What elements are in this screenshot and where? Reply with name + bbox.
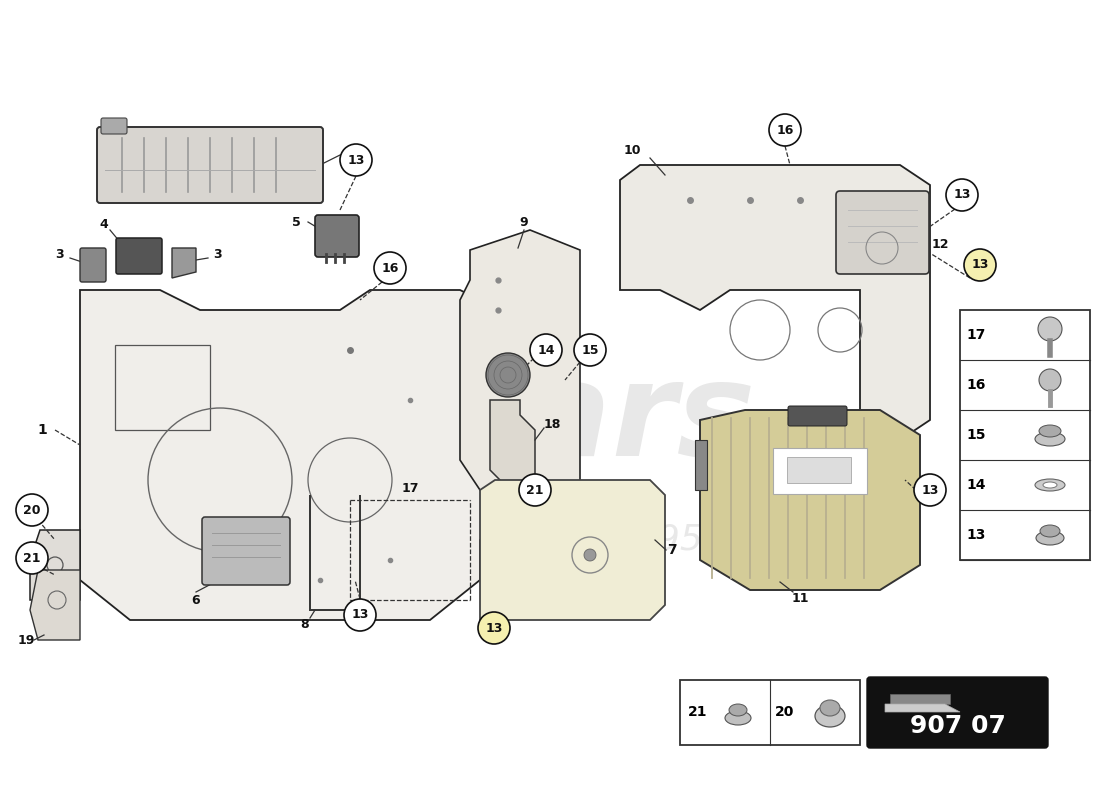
Ellipse shape — [1036, 531, 1064, 545]
Text: 17: 17 — [966, 328, 986, 342]
Text: 16: 16 — [382, 262, 398, 274]
Ellipse shape — [1040, 525, 1060, 537]
Circle shape — [964, 249, 996, 281]
FancyBboxPatch shape — [788, 406, 847, 426]
FancyBboxPatch shape — [680, 680, 860, 745]
Text: 21: 21 — [23, 551, 41, 565]
Ellipse shape — [1035, 432, 1065, 446]
Text: 12: 12 — [932, 238, 948, 251]
Circle shape — [530, 334, 562, 366]
Circle shape — [478, 612, 510, 644]
Text: 17: 17 — [402, 482, 419, 494]
Text: eurocars: eurocars — [104, 357, 756, 483]
FancyBboxPatch shape — [786, 457, 851, 483]
Polygon shape — [890, 694, 950, 704]
Text: 15: 15 — [581, 343, 598, 357]
Polygon shape — [620, 165, 930, 440]
Ellipse shape — [1043, 482, 1057, 488]
Circle shape — [16, 494, 48, 526]
Polygon shape — [490, 400, 535, 490]
Text: 8: 8 — [300, 618, 309, 631]
Text: 11: 11 — [791, 591, 808, 605]
Text: 13: 13 — [966, 528, 986, 542]
Polygon shape — [30, 530, 80, 600]
Ellipse shape — [725, 711, 751, 725]
Circle shape — [16, 542, 48, 574]
Circle shape — [340, 144, 372, 176]
Text: 10: 10 — [624, 143, 640, 157]
Circle shape — [374, 252, 406, 284]
Text: a passion for parts since 1995: a passion for parts since 1995 — [157, 523, 703, 557]
Circle shape — [584, 549, 596, 561]
Text: 13: 13 — [348, 154, 365, 166]
FancyBboxPatch shape — [836, 191, 930, 274]
Text: 4: 4 — [100, 218, 109, 231]
Text: 2: 2 — [348, 148, 356, 162]
FancyBboxPatch shape — [315, 215, 359, 257]
FancyBboxPatch shape — [867, 677, 1048, 748]
Text: 3: 3 — [213, 249, 222, 262]
Text: 3: 3 — [56, 249, 64, 262]
Text: 907 07: 907 07 — [910, 714, 1005, 738]
Text: 15: 15 — [966, 428, 986, 442]
Circle shape — [1040, 369, 1062, 391]
Polygon shape — [700, 410, 920, 590]
Ellipse shape — [815, 705, 845, 727]
Text: 21: 21 — [689, 705, 707, 719]
FancyBboxPatch shape — [960, 310, 1090, 560]
FancyBboxPatch shape — [773, 448, 867, 494]
Text: 13: 13 — [485, 622, 503, 634]
Polygon shape — [80, 290, 500, 620]
Text: 13: 13 — [351, 609, 369, 622]
FancyBboxPatch shape — [80, 248, 106, 282]
Ellipse shape — [1040, 425, 1062, 437]
Text: 18: 18 — [543, 418, 561, 431]
Text: 16: 16 — [777, 123, 794, 137]
Circle shape — [344, 599, 376, 631]
Text: 13: 13 — [971, 258, 989, 271]
Text: 16: 16 — [966, 378, 986, 392]
Circle shape — [519, 474, 551, 506]
Text: 7: 7 — [668, 543, 676, 557]
Circle shape — [1038, 317, 1061, 341]
FancyBboxPatch shape — [97, 127, 323, 203]
Circle shape — [486, 353, 530, 397]
Circle shape — [574, 334, 606, 366]
Text: 20: 20 — [776, 705, 794, 719]
FancyBboxPatch shape — [101, 118, 127, 134]
Text: 14: 14 — [966, 478, 986, 492]
Text: 13: 13 — [954, 189, 970, 202]
Text: 14: 14 — [537, 343, 554, 357]
Text: 5: 5 — [292, 215, 300, 229]
Ellipse shape — [820, 700, 840, 716]
Text: 1: 1 — [37, 423, 47, 437]
Text: 19: 19 — [18, 634, 35, 646]
Polygon shape — [480, 480, 666, 620]
Text: 13: 13 — [922, 483, 938, 497]
Polygon shape — [172, 248, 196, 278]
Text: 20: 20 — [23, 503, 41, 517]
Circle shape — [914, 474, 946, 506]
FancyBboxPatch shape — [202, 517, 290, 585]
Polygon shape — [886, 704, 960, 712]
Text: 9: 9 — [519, 215, 528, 229]
Text: 21: 21 — [526, 483, 543, 497]
Circle shape — [946, 179, 978, 211]
Polygon shape — [460, 230, 580, 510]
Ellipse shape — [1035, 479, 1065, 491]
Ellipse shape — [729, 704, 747, 716]
FancyBboxPatch shape — [116, 238, 162, 274]
Circle shape — [769, 114, 801, 146]
Text: 6: 6 — [191, 594, 200, 606]
FancyBboxPatch shape — [695, 440, 707, 490]
Polygon shape — [30, 570, 80, 640]
